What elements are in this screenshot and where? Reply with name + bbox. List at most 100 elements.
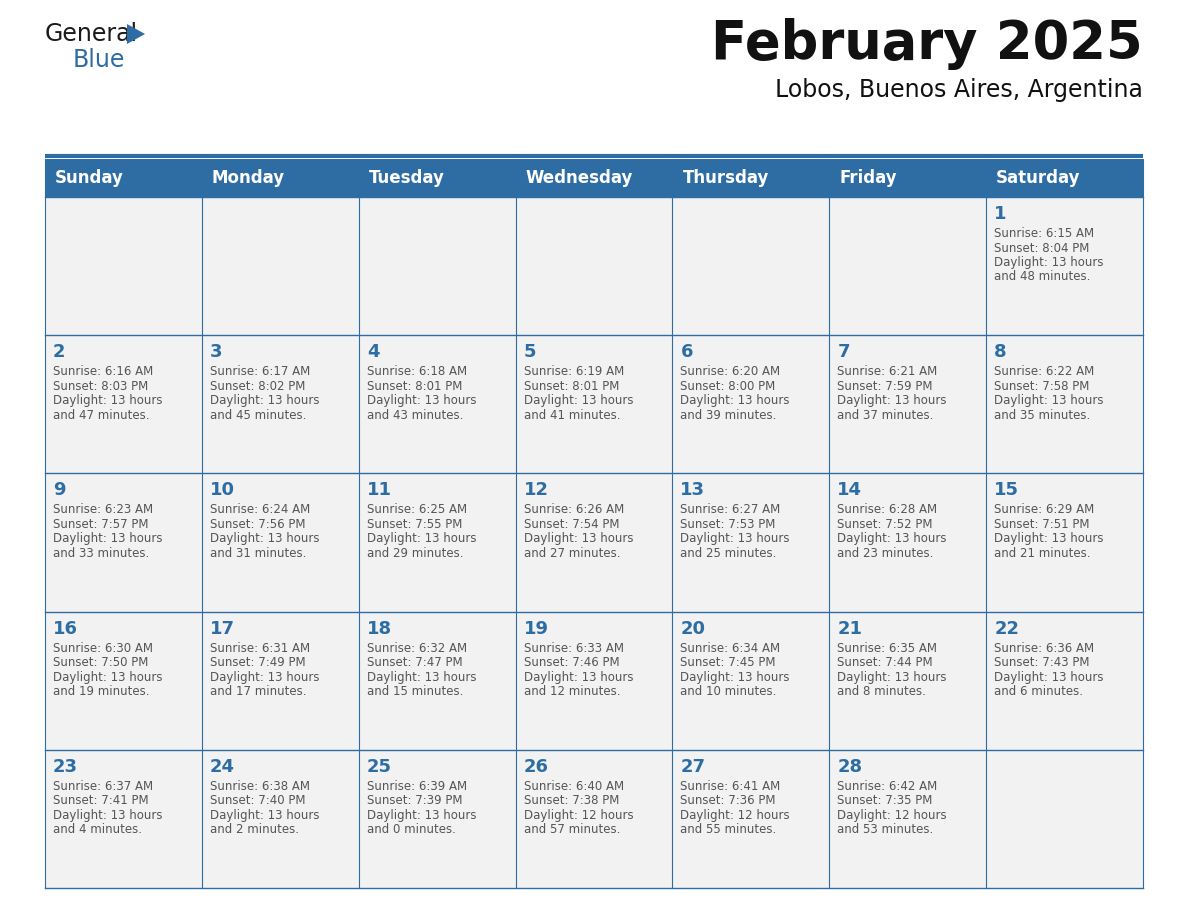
Text: Sunrise: 6:40 AM: Sunrise: 6:40 AM: [524, 779, 624, 793]
Text: Sunset: 7:59 PM: Sunset: 7:59 PM: [838, 380, 933, 393]
Bar: [516, 197, 672, 335]
Text: Sunrise: 6:33 AM: Sunrise: 6:33 AM: [524, 642, 624, 655]
Text: Tuesday: Tuesday: [368, 169, 444, 187]
Text: Sunset: 8:01 PM: Sunset: 8:01 PM: [367, 380, 462, 393]
Text: and 35 minutes.: and 35 minutes.: [994, 409, 1091, 421]
Bar: [516, 335, 672, 474]
Text: Wednesday: Wednesday: [525, 169, 633, 187]
Text: Daylight: 13 hours: Daylight: 13 hours: [524, 671, 633, 684]
Text: Sunset: 7:55 PM: Sunset: 7:55 PM: [367, 518, 462, 531]
Text: Monday: Monday: [211, 169, 285, 187]
Bar: [829, 750, 986, 888]
Bar: [359, 197, 516, 335]
Bar: [45, 335, 202, 474]
Text: and 37 minutes.: and 37 minutes.: [838, 409, 934, 421]
Text: Sunrise: 6:28 AM: Sunrise: 6:28 AM: [838, 503, 937, 517]
Bar: [829, 474, 986, 611]
Polygon shape: [127, 24, 145, 44]
Text: Daylight: 13 hours: Daylight: 13 hours: [53, 809, 163, 822]
Bar: [202, 474, 359, 611]
Text: Daylight: 13 hours: Daylight: 13 hours: [53, 532, 163, 545]
Text: and 17 minutes.: and 17 minutes.: [210, 685, 307, 698]
Text: Sunset: 7:50 PM: Sunset: 7:50 PM: [53, 656, 148, 669]
Bar: [986, 474, 1143, 611]
Text: Sunset: 7:56 PM: Sunset: 7:56 PM: [210, 518, 305, 531]
Text: Daylight: 13 hours: Daylight: 13 hours: [210, 394, 320, 408]
Text: Sunset: 7:44 PM: Sunset: 7:44 PM: [838, 656, 933, 669]
Bar: [516, 750, 672, 888]
Text: Daylight: 13 hours: Daylight: 13 hours: [53, 394, 163, 408]
Bar: [516, 611, 672, 750]
Text: Daylight: 13 hours: Daylight: 13 hours: [838, 394, 947, 408]
Text: Sunrise: 6:31 AM: Sunrise: 6:31 AM: [210, 642, 310, 655]
Text: Daylight: 12 hours: Daylight: 12 hours: [524, 809, 633, 822]
Text: and 4 minutes.: and 4 minutes.: [53, 823, 143, 836]
Text: and 10 minutes.: and 10 minutes.: [681, 685, 777, 698]
Bar: [672, 474, 829, 611]
Text: and 39 minutes.: and 39 minutes.: [681, 409, 777, 421]
Text: 21: 21: [838, 620, 862, 638]
Bar: [986, 611, 1143, 750]
Bar: [829, 611, 986, 750]
Text: Sunset: 7:46 PM: Sunset: 7:46 PM: [524, 656, 619, 669]
Bar: [672, 750, 829, 888]
Text: Sunrise: 6:29 AM: Sunrise: 6:29 AM: [994, 503, 1094, 517]
Text: 5: 5: [524, 343, 536, 361]
Text: Daylight: 12 hours: Daylight: 12 hours: [838, 809, 947, 822]
Text: Daylight: 12 hours: Daylight: 12 hours: [681, 809, 790, 822]
Text: Daylight: 13 hours: Daylight: 13 hours: [994, 394, 1104, 408]
Text: 23: 23: [53, 757, 78, 776]
Text: Sunset: 8:03 PM: Sunset: 8:03 PM: [53, 380, 148, 393]
Text: Sunset: 8:02 PM: Sunset: 8:02 PM: [210, 380, 305, 393]
Text: and 57 minutes.: and 57 minutes.: [524, 823, 620, 836]
Bar: [359, 474, 516, 611]
Text: Sunset: 7:53 PM: Sunset: 7:53 PM: [681, 518, 776, 531]
Text: Sunrise: 6:15 AM: Sunrise: 6:15 AM: [994, 227, 1094, 240]
Bar: [986, 197, 1143, 335]
Text: Daylight: 13 hours: Daylight: 13 hours: [53, 671, 163, 684]
Bar: [359, 750, 516, 888]
Text: Sunset: 7:45 PM: Sunset: 7:45 PM: [681, 656, 776, 669]
Text: Sunday: Sunday: [55, 169, 124, 187]
Text: 10: 10: [210, 481, 235, 499]
Text: and 27 minutes.: and 27 minutes.: [524, 547, 620, 560]
Text: Sunrise: 6:35 AM: Sunrise: 6:35 AM: [838, 642, 937, 655]
Text: Daylight: 13 hours: Daylight: 13 hours: [210, 532, 320, 545]
Text: Sunrise: 6:19 AM: Sunrise: 6:19 AM: [524, 365, 624, 378]
Text: and 45 minutes.: and 45 minutes.: [210, 409, 307, 421]
Text: Sunrise: 6:41 AM: Sunrise: 6:41 AM: [681, 779, 781, 793]
Bar: [672, 197, 829, 335]
Text: and 47 minutes.: and 47 minutes.: [53, 409, 150, 421]
Text: 14: 14: [838, 481, 862, 499]
Text: Sunset: 7:51 PM: Sunset: 7:51 PM: [994, 518, 1089, 531]
Text: Sunrise: 6:39 AM: Sunrise: 6:39 AM: [367, 779, 467, 793]
Text: Sunrise: 6:23 AM: Sunrise: 6:23 AM: [53, 503, 153, 517]
Text: Daylight: 13 hours: Daylight: 13 hours: [838, 671, 947, 684]
Text: February 2025: February 2025: [712, 18, 1143, 70]
Bar: [45, 611, 202, 750]
Bar: [202, 335, 359, 474]
Bar: [202, 197, 359, 335]
Text: and 2 minutes.: and 2 minutes.: [210, 823, 299, 836]
Text: Sunrise: 6:26 AM: Sunrise: 6:26 AM: [524, 503, 624, 517]
Text: 26: 26: [524, 757, 549, 776]
Text: and 8 minutes.: and 8 minutes.: [838, 685, 927, 698]
Text: 28: 28: [838, 757, 862, 776]
Text: Sunset: 7:40 PM: Sunset: 7:40 PM: [210, 794, 305, 807]
Text: 11: 11: [367, 481, 392, 499]
Text: Blue: Blue: [72, 48, 126, 72]
Text: 16: 16: [53, 620, 78, 638]
Text: Sunrise: 6:34 AM: Sunrise: 6:34 AM: [681, 642, 781, 655]
Text: and 15 minutes.: and 15 minutes.: [367, 685, 463, 698]
Bar: [986, 750, 1143, 888]
Bar: [672, 611, 829, 750]
Text: 24: 24: [210, 757, 235, 776]
Text: Sunset: 7:49 PM: Sunset: 7:49 PM: [210, 656, 305, 669]
Text: Daylight: 13 hours: Daylight: 13 hours: [524, 532, 633, 545]
Text: Sunset: 7:39 PM: Sunset: 7:39 PM: [367, 794, 462, 807]
Bar: [202, 750, 359, 888]
Text: Daylight: 13 hours: Daylight: 13 hours: [681, 671, 790, 684]
Text: Sunrise: 6:30 AM: Sunrise: 6:30 AM: [53, 642, 153, 655]
Text: 9: 9: [53, 481, 65, 499]
Text: 2: 2: [53, 343, 65, 361]
